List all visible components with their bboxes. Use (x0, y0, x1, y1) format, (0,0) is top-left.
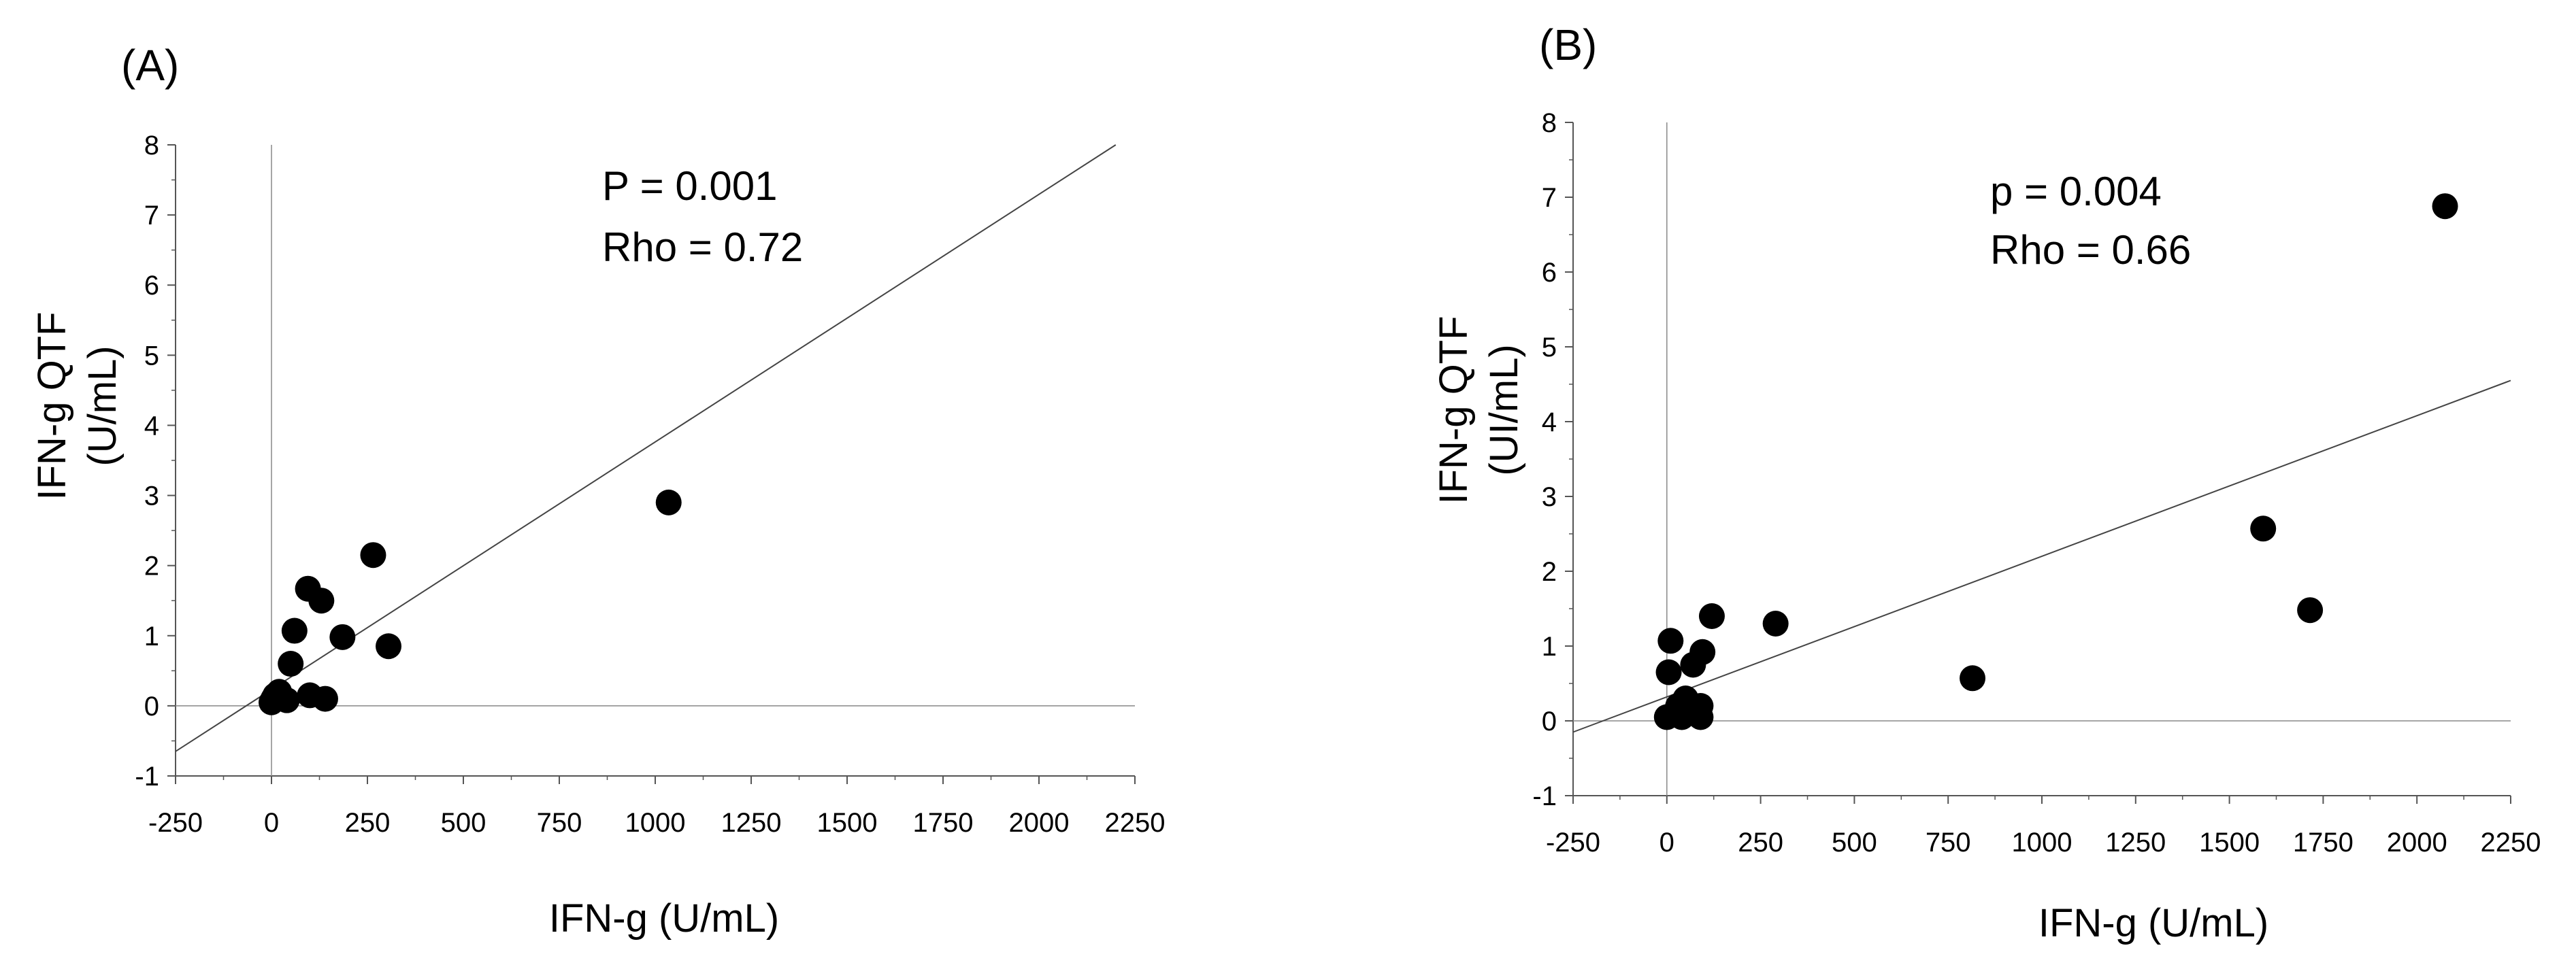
y-tick-label: -1 (135, 762, 159, 792)
data-point (274, 687, 300, 713)
x-tick-label: 1000 (2012, 828, 2073, 858)
data-point (308, 588, 335, 614)
chart-panel-b: -1 0 1 2 3 4 5 6 7 8 -250 0 250 500 750 1000 1250 1500 175… (1432, 20, 2541, 945)
data-point (2297, 597, 2324, 624)
x-tick-label: 750 (1926, 828, 1971, 858)
stats-annotation-line: p = 0.004 (1990, 169, 2162, 214)
y-tick-label: 6 (144, 271, 159, 301)
y-tick-label: 3 (144, 481, 159, 511)
regression-line (175, 144, 1117, 752)
data-point (376, 633, 402, 660)
regression-line (1572, 379, 2511, 733)
data-point (1960, 665, 1986, 692)
x-tick-label: 2000 (2387, 828, 2447, 858)
data-point (1655, 659, 1682, 685)
x-axis-title: IFN-g (U/mL) (549, 896, 779, 941)
chart-panel-a: -1 0 1 2 3 4 5 6 7 8 -250 0 250 500 750 1000 1250 1500 175… (30, 41, 1165, 941)
y-axis-title-line: IFN-g QTF (1432, 316, 1476, 504)
x-tick-label: 2000 (1009, 808, 1070, 838)
panel-label: (B) (1539, 20, 1597, 69)
stats-annotation-line: Rho = 0.66 (1990, 227, 2191, 273)
data-point (312, 685, 338, 712)
y-axis-title-line: (UI/mL) (1482, 344, 1526, 475)
x-tick-label: 500 (441, 808, 486, 838)
x-tick-label: 2250 (2481, 828, 2541, 858)
y-tick-label: 4 (144, 411, 159, 441)
x-tick-label: 0 (264, 808, 279, 838)
data-point (1698, 603, 1725, 629)
y-axis-title: IFN-g QTF (UI/mL) (1432, 316, 1526, 504)
x-tick-label: 1500 (2199, 828, 2260, 858)
y-tick-label: 8 (1542, 108, 1557, 138)
y-tick-label: 7 (144, 201, 159, 231)
y-tick-label: 8 (144, 131, 159, 160)
x-tick-label: 1500 (817, 808, 878, 838)
y-tick-label: 6 (1542, 258, 1557, 288)
x-tick-label: 1250 (721, 808, 782, 838)
panel-label: (A) (121, 41, 179, 90)
x-tick-label: -250 (148, 808, 203, 838)
x-tick-label: 2250 (1105, 808, 1166, 838)
x-tick-label: 750 (537, 808, 582, 838)
data-point (329, 624, 356, 650)
x-tick-label: 1750 (913, 808, 974, 838)
y-tick-label: 4 (1542, 407, 1557, 437)
data-point (1762, 611, 1789, 637)
data-point (2432, 193, 2458, 220)
y-axis-title-line: (U/mL) (80, 345, 125, 466)
y-tick-label: 2 (1542, 557, 1557, 587)
y-tick-label: 5 (1542, 333, 1557, 362)
y-tick-label: 1 (144, 622, 159, 651)
data-point (1687, 704, 1714, 730)
y-axis-title: IFN-g QTF (U/mL) (30, 311, 125, 500)
data-point (278, 651, 304, 677)
x-tick-label: 250 (1738, 828, 1783, 858)
y-tick-label: 7 (1542, 183, 1557, 213)
data-point (1657, 628, 1684, 654)
y-tick-label: 0 (144, 692, 159, 722)
y-tick-label: 1 (1542, 632, 1557, 662)
x-tick-label: 1750 (2293, 828, 2354, 858)
x-tick-label: 500 (1832, 828, 1877, 858)
y-tick-label: 0 (1542, 707, 1557, 737)
data-point (360, 542, 386, 569)
data-point (281, 617, 308, 644)
data-point (2250, 515, 2277, 542)
x-tick-label: 250 (345, 808, 391, 838)
data-point (655, 489, 682, 515)
x-axis-title: IFN-g (U/mL) (2038, 901, 2268, 945)
y-tick-label: 2 (144, 552, 159, 581)
y-tick-label: -1 (1532, 781, 1557, 811)
x-tick-label: 1250 (2105, 828, 2166, 858)
x-tick-label: -250 (1546, 828, 1600, 858)
data-point (1689, 639, 1716, 665)
stats-annotation-line: Rho = 0.72 (602, 224, 803, 270)
y-axis-title-line: IFN-g QTF (30, 311, 74, 500)
x-tick-label: 1000 (625, 808, 686, 838)
x-tick-label: 0 (1659, 828, 1674, 858)
stats-annotation-line: P = 0.001 (602, 163, 777, 209)
y-tick-label: 3 (1542, 482, 1557, 512)
y-tick-label: 5 (144, 341, 159, 371)
